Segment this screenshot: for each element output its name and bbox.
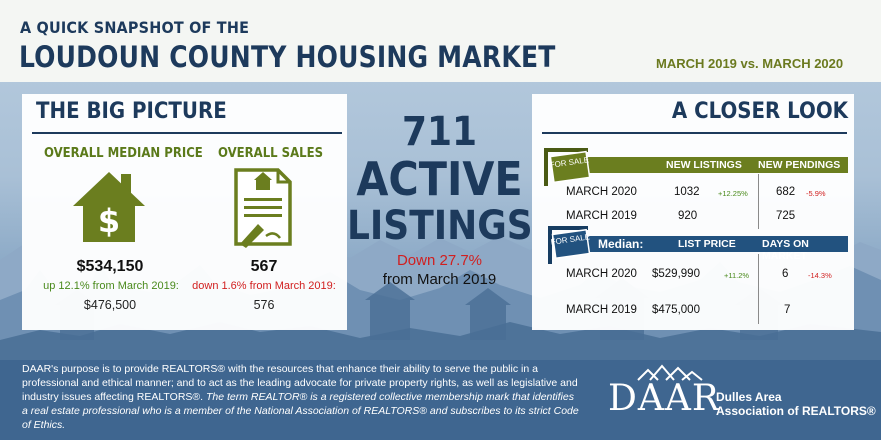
median-row2-days: 7 bbox=[784, 304, 791, 316]
median-price-value: $534,150 bbox=[76, 258, 144, 275]
new-listings-header: NEW LISTINGS bbox=[666, 159, 742, 171]
listings-row2-pendings: 725 bbox=[776, 210, 796, 222]
new-pendings-header: NEW PENDINGS bbox=[758, 159, 841, 171]
house-dollar-icon: $ bbox=[71, 170, 147, 249]
active-listings-block: 711 ACTIVE LISTINGS Down 27.7% from Marc… bbox=[347, 109, 533, 288]
for-sale-sign-icon: FOR SALE bbox=[542, 144, 592, 191]
listings-row2-listings: 920 bbox=[678, 210, 698, 222]
listings-row1-pendings: 682 bbox=[776, 186, 796, 198]
overall-sales-label: OVERALL SALES bbox=[218, 146, 324, 161]
daar-logo: DAAR bbox=[608, 378, 720, 419]
median-row1-days: 6 bbox=[782, 268, 789, 280]
listings-row1-listings-change: +12.25% bbox=[718, 189, 748, 198]
date-range: MARCH 2019 vs. MARCH 2020 bbox=[656, 56, 844, 71]
listings-word: LISTINGS bbox=[347, 203, 533, 249]
active-listings-from: from March 2019 bbox=[382, 271, 497, 288]
rooftops-logo-icon bbox=[637, 364, 703, 381]
closer-look-rule bbox=[542, 132, 847, 134]
median-row1-period: MARCH 2020 bbox=[566, 268, 637, 280]
contract-document-icon bbox=[230, 166, 300, 255]
listings-row1-listings: 1032 bbox=[674, 186, 700, 198]
active-listings-number: 711 bbox=[401, 109, 478, 155]
active-listings-change: Down 27.7% bbox=[396, 252, 483, 269]
big-picture-rule bbox=[32, 132, 342, 134]
closer-look-panel: A CLOSER LOOK NEW LISTINGS NEW PENDINGS … bbox=[532, 94, 854, 330]
median-divider bbox=[758, 254, 759, 324]
listings-row1-pendings-change: -5.9% bbox=[806, 189, 826, 198]
median-price-label: OVERALL MEDIAN PRICE bbox=[44, 146, 203, 161]
big-picture-panel: THE BIG PICTURE OVERALL MEDIAN PRICE OVE… bbox=[22, 94, 347, 330]
big-picture-heading: THE BIG PICTURE bbox=[36, 99, 227, 124]
median-row1-days-change: -14.3% bbox=[808, 271, 832, 280]
median-row2-price: $475,000 bbox=[652, 304, 700, 316]
daar-logo-line1: Dulles Area bbox=[716, 390, 782, 404]
header-kicker: A QUICK SNAPSHOT OF THE bbox=[20, 18, 250, 37]
days-on-market-header: DAYS ON MARKET bbox=[762, 238, 809, 262]
closer-look-heading: A CLOSER LOOK bbox=[671, 99, 848, 124]
listings-table-header: NEW LISTINGS NEW PENDINGS bbox=[580, 157, 848, 173]
median-row1-price-change: +11.2% bbox=[724, 271, 750, 280]
median-row2-period: MARCH 2019 bbox=[566, 304, 637, 316]
median-label: Median: bbox=[598, 237, 644, 251]
daar-logo-line2: Association of REALTORS® bbox=[716, 404, 876, 418]
median-price-previous: $476,500 bbox=[83, 298, 137, 312]
header-bar: A QUICK SNAPSHOT OF THE LOUDOUN COUNTY H… bbox=[0, 0, 881, 82]
list-price-header: LIST PRICE bbox=[678, 238, 736, 250]
median-row1-price: $529,990 bbox=[652, 268, 700, 280]
overall-sales-value: 567 bbox=[250, 258, 278, 275]
listings-divider bbox=[758, 174, 759, 229]
listings-row1-period: MARCH 2020 bbox=[566, 186, 637, 198]
page-title: LOUDOUN COUNTY HOUSING MARKET bbox=[19, 40, 556, 74]
median-price-change: up 12.1% from March 2019: bbox=[43, 280, 179, 292]
footer-realtor-note: The term REALTOR® is a registered collec… bbox=[22, 391, 579, 431]
daar-logo-subtitle: Dulles Area Association of REALTORS® bbox=[716, 390, 876, 418]
median-table-header: Median: LIST PRICE DAYS ON MARKET bbox=[580, 236, 848, 262]
listings-row2-period: MARCH 2019 bbox=[566, 210, 637, 222]
footer-disclaimer: DAAR's purpose is to provide REALTORS® w… bbox=[22, 362, 582, 432]
for-sale-sign-icon: FOR SALE bbox=[546, 224, 596, 269]
active-word: ACTIVE bbox=[356, 152, 523, 206]
overall-sales-change: down 1.6% from March 2019: bbox=[192, 280, 336, 292]
overall-sales-previous: 576 bbox=[253, 298, 275, 312]
footer-purpose: DAAR's purpose is to provide REALTORS® w… bbox=[22, 363, 578, 403]
svg-text:$: $ bbox=[98, 202, 120, 240]
